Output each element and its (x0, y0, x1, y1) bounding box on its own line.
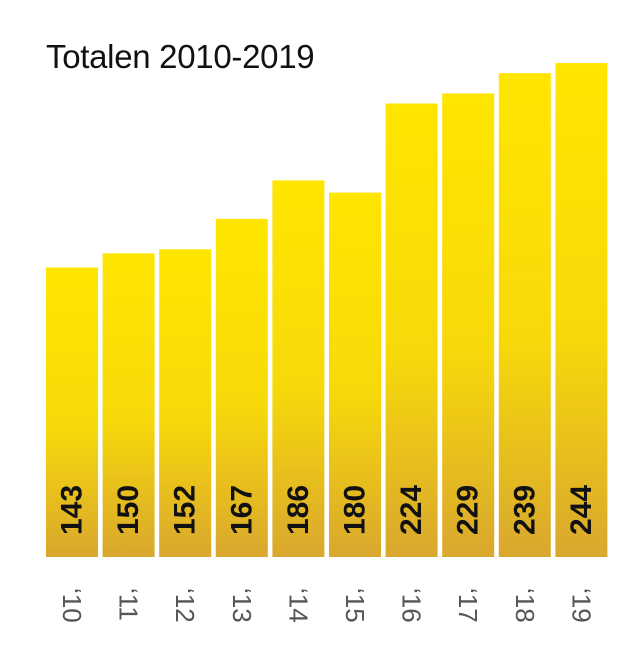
bar-2 (159, 249, 212, 558)
bar-0 (46, 267, 98, 557)
bar-6 (385, 103, 438, 557)
x-tick-labels-layer: ‘10 ‘11 ‘12 ‘13 ‘14 ‘15 ‘16 ‘17 ‘18 ‘19 (57, 588, 596, 623)
value-label-6: 224 (395, 485, 428, 535)
bar-7 (442, 93, 495, 558)
value-label-7: 229 (452, 485, 485, 535)
bar-8 (498, 73, 551, 557)
value-label-1: 150 (112, 485, 145, 535)
x-tick-label-8: ‘18 (510, 588, 540, 623)
x-tick-label-1: ‘11 (114, 588, 144, 621)
value-labels-layer: 143 150 152 167 186 180 224 229 239 244 (56, 485, 598, 535)
x-tick-label-7: ‘17 (453, 588, 483, 623)
bar-9 (555, 63, 608, 557)
x-tick-label-5: ‘15 (340, 588, 370, 623)
x-tick-label-0: ‘10 (57, 588, 87, 623)
value-label-9: 244 (565, 485, 598, 535)
x-tick-label-9: ‘19 (566, 588, 596, 623)
bar-5 (329, 192, 381, 557)
value-label-0: 143 (56, 485, 89, 535)
value-label-4: 186 (282, 485, 315, 535)
x-tick-label-3: ‘13 (227, 588, 257, 623)
x-tick-label-4: ‘14 (283, 588, 313, 623)
value-label-3: 167 (225, 485, 258, 535)
bar-3 (215, 218, 268, 557)
value-label-2: 152 (169, 485, 202, 535)
bar-1 (102, 253, 155, 558)
bar-4 (272, 180, 325, 557)
value-label-8: 239 (508, 485, 541, 535)
x-tick-label-6: ‘16 (397, 588, 427, 623)
chart-title: Totalen 2010-2019 (46, 38, 315, 75)
x-tick-label-2: ‘12 (170, 588, 200, 623)
value-label-5: 180 (339, 485, 372, 535)
bars-layer (46, 63, 608, 558)
